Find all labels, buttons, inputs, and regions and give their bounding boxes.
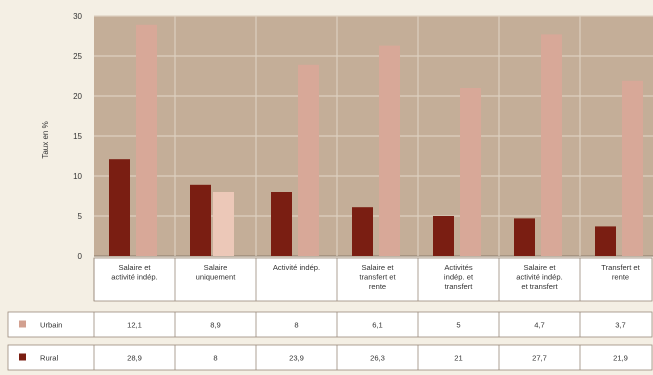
category-label: rente <box>612 273 629 282</box>
bar-light <box>213 192 234 256</box>
bar-dark <box>514 218 535 256</box>
bar-light <box>541 34 562 257</box>
bar-dark <box>190 184 211 256</box>
table-row-bg <box>7 344 653 371</box>
bar-dark <box>109 159 130 256</box>
category-label: Activités <box>444 263 472 272</box>
data-label: 12,1 <box>127 321 142 330</box>
category-label: uniquement <box>196 273 237 282</box>
y-tick-label: 20 <box>73 92 82 101</box>
category-label: et transfert <box>521 282 558 291</box>
data-label: 26,3 <box>370 354 385 363</box>
bar-dark <box>352 207 373 256</box>
data-label: 5 <box>456 321 460 330</box>
data-label: 6,1 <box>372 321 383 330</box>
y-tick-label: 25 <box>73 52 82 61</box>
bar-dark <box>271 192 292 256</box>
y-tick-label: 10 <box>73 172 82 181</box>
data-label: 8,9 <box>210 321 221 330</box>
legend-label: Urbain <box>40 321 62 330</box>
bars <box>109 24 643 257</box>
y-tick-label: 30 <box>73 12 82 21</box>
legend-swatch <box>19 320 26 328</box>
data-label: 28,9 <box>127 354 142 363</box>
legend-swatch <box>19 353 26 361</box>
category-label: indép. et <box>444 273 474 282</box>
table-header-bg <box>93 257 653 302</box>
category-label: activité indép. <box>111 273 157 282</box>
data-label: 21,9 <box>613 354 628 363</box>
data-label: 23,9 <box>289 354 304 363</box>
category-label: rente <box>369 282 386 291</box>
data-label: 3,7 <box>615 321 626 330</box>
category-label: activité indép. <box>516 273 562 282</box>
category-label: Salaire et <box>361 263 394 272</box>
bar-dark <box>595 226 616 256</box>
y-axis-label: Taux en % <box>41 121 50 158</box>
data-label: 27,7 <box>532 354 547 363</box>
y-tick-label: 15 <box>73 132 82 141</box>
y-axis: 0 5 10 15 20 25 30 <box>73 12 82 261</box>
table-row-bg <box>7 311 653 338</box>
y-tick-label: 0 <box>78 252 83 261</box>
plot-area <box>94 15 653 257</box>
category-label: Salaire <box>204 263 228 272</box>
data-label: 21 <box>454 354 462 363</box>
y-tick-label: 5 <box>78 212 83 221</box>
category-label: Activité indép. <box>273 263 320 272</box>
bar-light <box>379 45 400 256</box>
bar-light <box>136 24 157 256</box>
bar-light <box>622 80 643 256</box>
bar-dark <box>433 216 454 256</box>
legend-label: Rural <box>40 354 58 363</box>
category-label: Salaire et <box>523 263 556 272</box>
category-label: Salaire et <box>118 263 151 272</box>
data-label: 8 <box>213 354 217 363</box>
category-label: transfert et <box>359 273 396 282</box>
category-label: Transfert et <box>601 263 640 272</box>
bar-light <box>298 64 319 256</box>
category-label: transfert <box>445 282 474 291</box>
bar-light <box>460 88 481 256</box>
data-label: 4,7 <box>534 321 545 330</box>
data-label: 8 <box>294 321 298 330</box>
